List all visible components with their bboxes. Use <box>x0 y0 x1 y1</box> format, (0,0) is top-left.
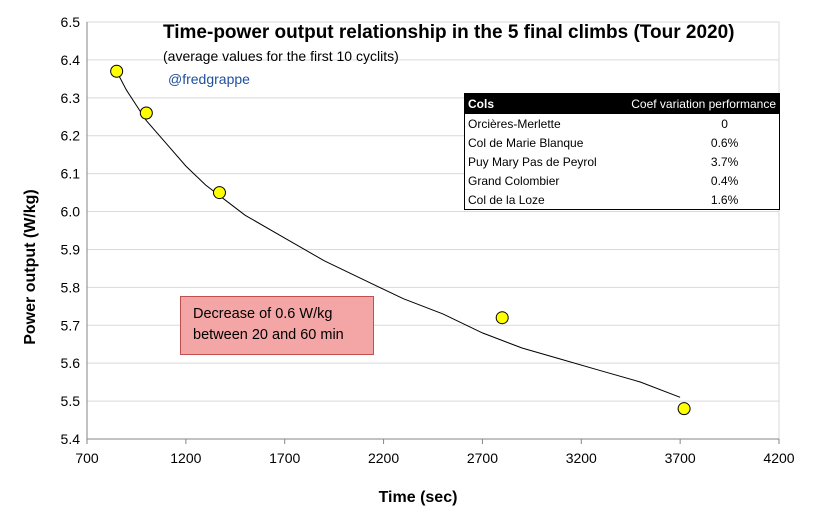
table-cell-coef: 0 <box>721 116 728 131</box>
table-cell-coef: 1.6% <box>710 192 739 207</box>
table-cell-coef: 0.6% <box>710 135 739 150</box>
x-tick-label: 2200 <box>368 450 399 466</box>
table-cell-col: Grand Colombier <box>468 173 560 188</box>
table-row: Col de la Loze 1.6% <box>465 190 780 210</box>
table-cell-col: Puy Mary Pas de Peyrol <box>468 154 597 169</box>
chart-title: Time-power output relationship in the 5 … <box>163 22 734 43</box>
y-tick-label: 6.1 <box>61 166 81 182</box>
annotation-line-2: between 20 and 60 min <box>193 327 344 343</box>
table-row: Col de Marie Blanque 0.6% <box>465 133 780 152</box>
y-tick-label: 6.0 <box>61 204 81 220</box>
data-point <box>212 186 226 200</box>
y-tick-label: 6.4 <box>61 52 81 68</box>
data-point <box>110 64 124 78</box>
x-tick-label: 1200 <box>170 450 201 466</box>
x-tick-label: 3700 <box>665 450 696 466</box>
x-tick-label: 700 <box>75 450 99 466</box>
y-tick-label: 5.9 <box>61 241 81 257</box>
tick-label-layer: 5.4 5.5 5.6 5.7 5.8 5.9 6.0 6.1 6.2 6.3 6.4 6.5 700 1… <box>61 14 795 466</box>
axis-layer <box>86 22 780 444</box>
y-tick-label: 6.3 <box>61 90 81 106</box>
table-row: Puy Mary Pas de Peyrol 3.7% <box>465 152 780 171</box>
y-tick-label: 6.5 <box>61 14 81 30</box>
x-tick-label: 1700 <box>269 450 300 466</box>
table-header-coef: Coef variation performance <box>613 93 780 114</box>
table-cell-col: Col de la Loze <box>468 192 545 207</box>
y-tick-label: 5.8 <box>61 279 81 295</box>
annotation-box: Decrease of 0.6 W/kg between 20 and 60 m… <box>180 296 374 355</box>
data-point <box>495 311 509 325</box>
table-header-cols: Cols <box>464 93 614 114</box>
y-tick-label: 5.5 <box>61 393 81 409</box>
table-row: Orcières-Merlette 0 <box>465 114 780 133</box>
x-tick-label: 4200 <box>763 450 794 466</box>
table-cell-coef: 0.4% <box>710 173 739 188</box>
table-row: Grand Colombier 0.4% <box>465 171 780 190</box>
table-cell-col: Orcières-Merlette <box>468 116 561 131</box>
x-tick-label: 2700 <box>467 450 498 466</box>
table-cell-coef: 3.7% <box>710 154 739 169</box>
x-tick-label: 3200 <box>566 450 597 466</box>
author-handle: @fredgrappe <box>168 71 250 87</box>
y-tick-label: 6.2 <box>61 128 81 144</box>
table-header-row: Cols Coef variation performance <box>464 93 780 114</box>
y-tick-label: 5.6 <box>61 355 81 371</box>
annotation-line-1: Decrease of 0.6 W/kg <box>193 306 333 322</box>
trendline <box>118 74 681 398</box>
data-point <box>677 402 691 416</box>
y-axis-title: Power output (W/kg) <box>22 189 39 345</box>
table-cell-col: Col de Marie Blanque <box>468 135 584 150</box>
y-tick-label: 5.4 <box>61 431 81 447</box>
climbs-table: Cols Coef variation performance Orcières… <box>464 93 780 210</box>
y-tick-label: 5.7 <box>61 317 81 333</box>
chart-subtitle: (average values for the first 10 cyclits… <box>163 48 399 64</box>
data-point <box>139 106 153 120</box>
x-axis-title: Time (sec) <box>379 489 458 506</box>
data-point-layer <box>110 64 691 416</box>
